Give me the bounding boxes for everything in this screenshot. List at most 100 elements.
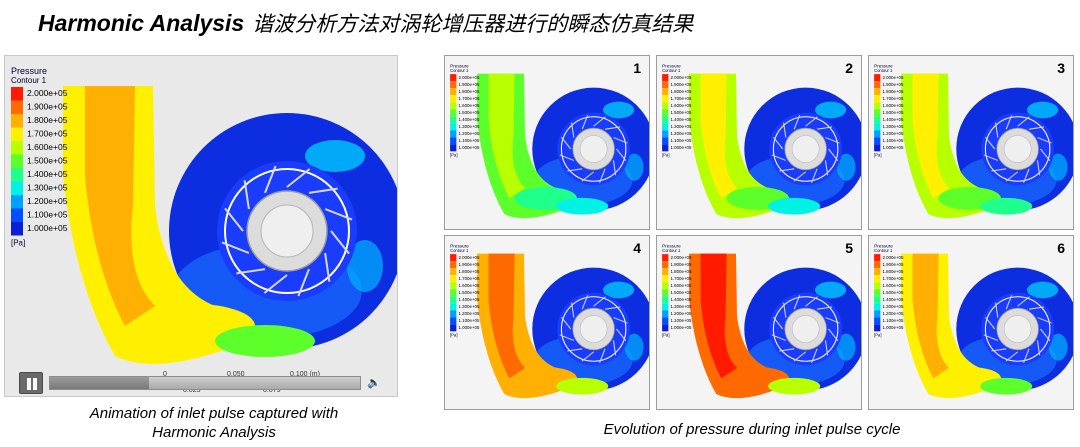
volute-patch <box>624 333 644 361</box>
legend-swatch <box>662 130 669 138</box>
tongue-region <box>980 377 1033 395</box>
impeller-blade <box>793 171 806 182</box>
legend-value: 1.100e+05 <box>458 318 480 323</box>
impeller-blade <box>560 316 572 330</box>
impeller-blade <box>828 328 839 342</box>
legend-swatch <box>662 116 669 124</box>
title-english: Harmonic Analysis <box>38 10 245 36</box>
volute-patch <box>624 153 644 181</box>
volute-patch <box>603 281 635 299</box>
tongue-region <box>556 377 609 395</box>
legend-swatch <box>11 168 23 182</box>
legend-value: 1.100e+05 <box>882 318 904 323</box>
legend-swatch <box>662 102 669 110</box>
legend-value: 1.100e+05 <box>670 318 692 323</box>
legend-swatch <box>874 261 881 269</box>
scale-label: 0.025 <box>183 387 201 394</box>
legend-swatch <box>662 74 669 82</box>
legend-value: 1.600e+05 <box>670 103 692 108</box>
legend-swatch <box>874 296 881 304</box>
legend-value: 1.900e+05 <box>27 102 68 112</box>
impeller-blade <box>828 148 839 162</box>
legend-swatch <box>662 275 669 283</box>
legend-unit: [Pa] <box>874 333 881 338</box>
impeller-blade <box>243 180 250 210</box>
impeller-blade <box>991 348 1007 352</box>
legend-value: 1.400e+05 <box>882 297 904 302</box>
legend-value: 1.100e+05 <box>458 138 480 143</box>
impeller-blade <box>612 160 617 176</box>
impeller-blade <box>1040 148 1051 162</box>
legend-swatch <box>11 181 23 195</box>
legend-value: 1.000e+05 <box>670 145 692 150</box>
legend-value: 1.500e+05 <box>670 290 692 295</box>
hub-center <box>791 135 820 163</box>
pressure-panel: Pressure Contour 1 2.000e+05 1.900e+05 1.800… <box>656 235 862 410</box>
impeller-blade <box>605 126 621 130</box>
impeller-blade <box>324 252 331 282</box>
legend-swatch <box>874 116 881 124</box>
inlet-core <box>700 73 737 199</box>
legend-swatch <box>874 282 881 290</box>
impeller-rim <box>772 296 839 362</box>
legend-swatch <box>450 137 457 145</box>
seek-bar[interactable] <box>49 376 361 390</box>
legend-title: Pressure <box>662 243 681 248</box>
legend-value: 2.000e+05 <box>882 75 904 80</box>
panel-number: 3 <box>1057 60 1065 76</box>
impeller-blade <box>772 316 784 330</box>
legend-swatch <box>874 123 881 131</box>
volute-patch <box>815 101 847 119</box>
legend-swatch <box>874 317 881 325</box>
legend-value: 1.500e+05 <box>882 110 904 115</box>
left-caption: Animation of inlet pulse captured with H… <box>4 404 424 442</box>
legend-swatch <box>874 275 881 283</box>
legend-swatch <box>450 310 457 318</box>
legend-swatch <box>450 109 457 117</box>
impeller-blade <box>783 122 787 138</box>
impeller-blade <box>793 295 801 310</box>
legend-value: 1.400e+05 <box>458 117 480 122</box>
legend-swatch <box>450 88 457 96</box>
legend-value: 1.300e+05 <box>670 124 692 129</box>
scale-label: 0.100 (m) <box>290 371 320 378</box>
legend-swatch <box>11 114 23 128</box>
impeller-blade <box>771 154 787 161</box>
pressure-panel: Pressure Contour 1 2.000e+05 1.900e+05 1.800… <box>656 55 862 230</box>
impeller-blade <box>1037 317 1052 324</box>
impeller-blade <box>599 168 606 183</box>
impeller-blade <box>559 154 575 161</box>
animation-player[interactable]: Pressure Contour 1 2.000e+05 1.900e+05 1.800… <box>4 55 398 397</box>
legend-value: 1.700e+05 <box>882 96 904 101</box>
legend-swatch <box>450 296 457 304</box>
legend-value: 1.400e+05 <box>670 117 692 122</box>
tongue-region <box>980 197 1033 215</box>
legend-swatch <box>662 261 669 269</box>
legend-swatch <box>662 95 669 103</box>
legend-value: 1.400e+05 <box>27 169 68 179</box>
legend-value: 2.000e+05 <box>458 75 480 80</box>
inlet-core <box>85 86 155 326</box>
legend-swatch <box>450 303 457 311</box>
legend-swatch <box>450 95 457 103</box>
impeller-blade <box>1005 351 1018 362</box>
pause-button[interactable] <box>19 372 43 394</box>
legend-swatch <box>450 144 457 152</box>
legend-unit: [Pa] <box>450 333 457 338</box>
legend-value: 1.500e+05 <box>458 110 480 115</box>
impeller-blade <box>581 351 594 362</box>
inlet-core <box>488 253 525 379</box>
inlet-core <box>488 73 525 199</box>
speaker-icon[interactable]: 🔈 <box>367 376 381 389</box>
impeller-blade <box>308 187 338 194</box>
impeller-blade <box>811 168 818 183</box>
impeller-blade <box>605 306 621 310</box>
volute-patch <box>836 333 856 361</box>
impeller-blade <box>236 268 266 275</box>
impeller-blade <box>581 115 589 130</box>
legend-value: 2.000e+05 <box>882 255 904 260</box>
legend-swatch <box>11 141 23 155</box>
